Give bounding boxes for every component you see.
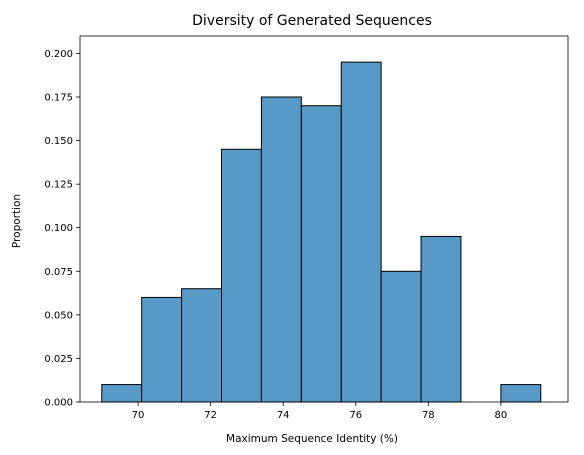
histogram-bar-10 xyxy=(500,384,542,403)
histogram-bar-3 xyxy=(221,148,262,403)
y-tick-label: 0.100 xyxy=(44,223,73,234)
bars-group xyxy=(101,61,542,403)
plot-frame xyxy=(79,35,569,403)
x-axis-label: Maximum Sequence Identity (%) xyxy=(226,433,398,445)
y-tick-label: 0.025 xyxy=(44,354,73,365)
histogram-bar-1 xyxy=(141,296,183,403)
y-tick-label: 0.000 xyxy=(44,398,73,409)
histogram-bar-7 xyxy=(380,270,422,403)
y-tick-label: 0.075 xyxy=(44,267,73,278)
y-axis: 0.000 0.025 0.050 0.075 0.100 0.125 0.150 0.175… xyxy=(44,49,80,409)
histogram-bar-5 xyxy=(300,105,342,403)
chart-title: Diversity of Generated Sequences xyxy=(192,13,432,29)
y-tick-label: 0.125 xyxy=(44,180,73,191)
y-tick-label: 0.200 xyxy=(44,49,73,60)
y-tick-label: 0.175 xyxy=(44,93,73,104)
histogram-bar-8 xyxy=(420,235,462,403)
x-tick-label: 80 xyxy=(495,410,508,421)
histogram-bar-6 xyxy=(340,61,382,403)
x-tick-label: 74 xyxy=(277,410,290,421)
histogram-bar-2 xyxy=(181,288,223,403)
y-tick-label: 0.150 xyxy=(44,136,73,147)
x-tick-label: 78 xyxy=(422,410,435,421)
y-axis-label: Proportion xyxy=(11,194,23,248)
histogram-bar-0 xyxy=(101,384,143,403)
x-tick-label: 70 xyxy=(132,410,145,421)
y-tick-label: 0.050 xyxy=(44,310,73,321)
x-axis: 70 72 74 76 78 80 xyxy=(132,402,508,421)
histogram-bar-4 xyxy=(260,96,302,403)
x-tick-label: 72 xyxy=(204,410,217,421)
x-tick-label: 76 xyxy=(349,410,362,421)
